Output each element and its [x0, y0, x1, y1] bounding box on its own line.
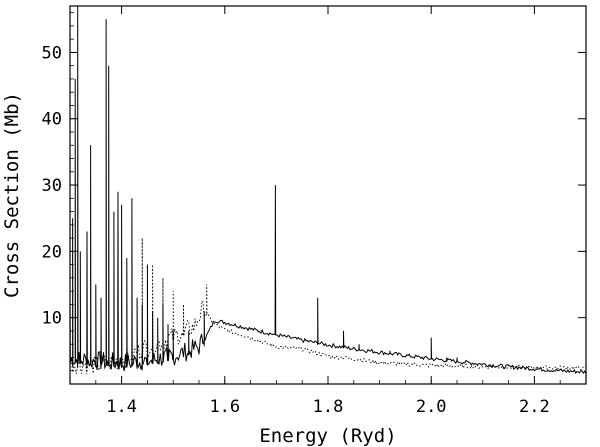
series-line-dotted: [70, 238, 586, 375]
y-tick-label: 40: [42, 110, 62, 130]
y-axis-label: Cross Section (Mb): [1, 92, 23, 298]
x-tick-label: 1.4: [106, 397, 137, 417]
tick-layer: 1.4 1.6 1.8 2.0 2.2 10 20 30 40 50: [42, 6, 587, 417]
y-tick-label: 50: [42, 43, 62, 63]
x-tick-label: 1.8: [313, 397, 344, 417]
series-layer: [70, 6, 586, 375]
y-tick-label: 30: [42, 176, 62, 196]
x-axis-label: Energy (Ryd): [259, 425, 396, 447]
y-tick-label: 10: [42, 309, 62, 329]
x-tick-label: 1.6: [209, 397, 240, 417]
y-tick-label: 20: [42, 242, 62, 262]
x-tick-label: 2.0: [416, 397, 447, 417]
x-tick-label: 2.2: [519, 397, 550, 417]
series-line-solid: [70, 6, 586, 375]
